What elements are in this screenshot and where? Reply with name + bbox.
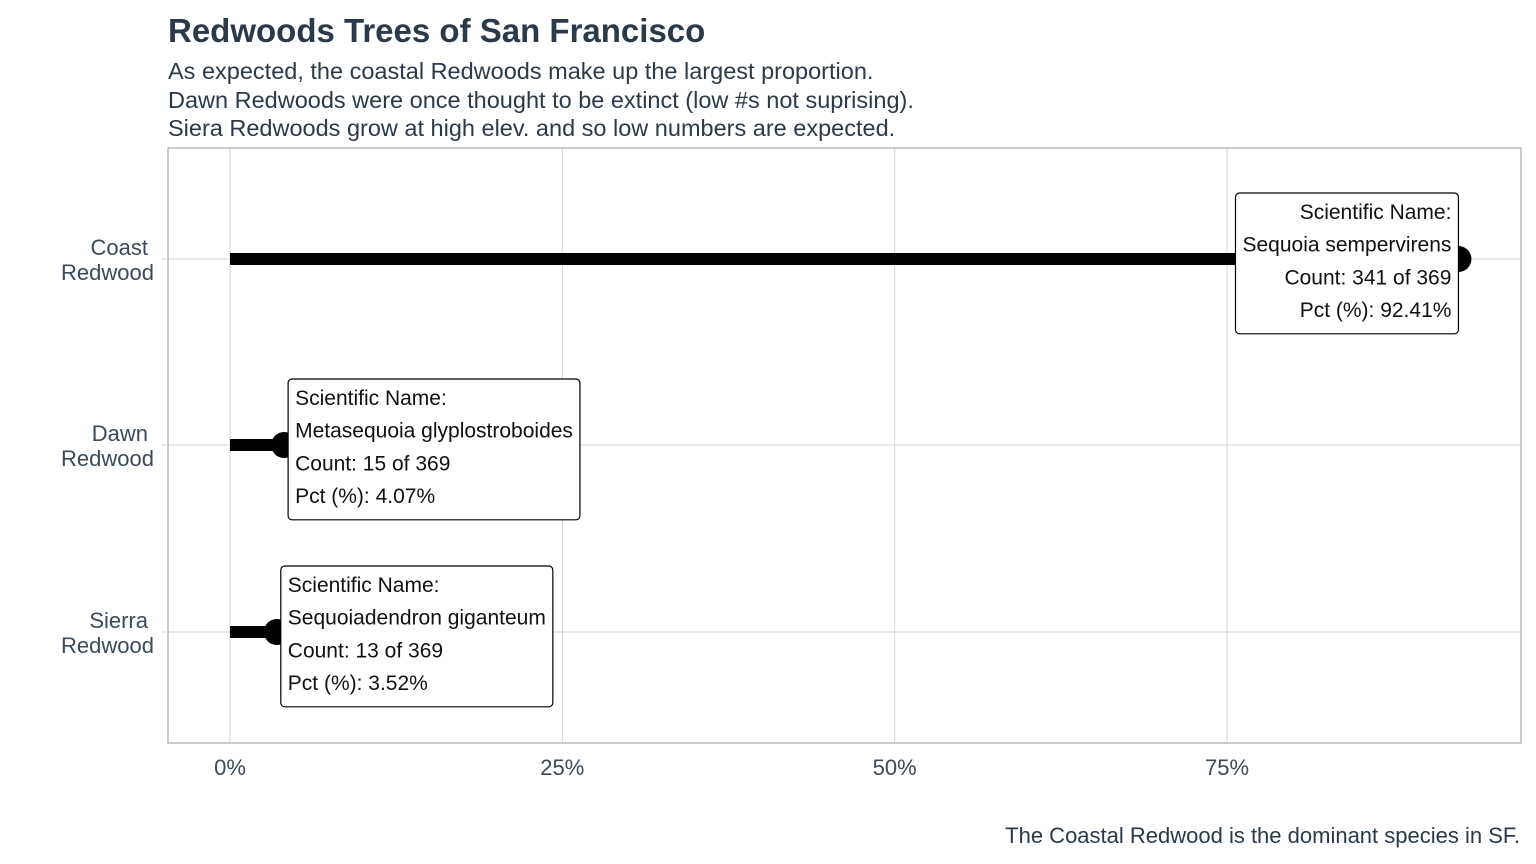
label-background	[280, 565, 554, 708]
label-line: Scientific Name:	[1300, 201, 1452, 224]
subtitle-line: As expected, the coastal Redwoods make u…	[168, 58, 874, 84]
y-tick-label: Sierra Redwood	[61, 608, 154, 658]
y-tick-label: Coast Redwood	[61, 235, 154, 285]
x-tick-label: 75%	[1205, 755, 1249, 780]
label-line: Pct (%): 3.52%	[288, 672, 428, 695]
subtitle-line: Dawn Redwoods were once thought to be ex…	[168, 86, 914, 113]
data-label-box: Scientific Name: Sequoia sempervirens Coun…	[1234, 192, 1460, 335]
label-line: Scientific Name:	[295, 387, 447, 410]
data-label-box: Scientific Name: Metasequoia glyplostrobo…	[287, 378, 581, 521]
label-line: Count: 13 of 369	[288, 639, 443, 662]
chart-caption: The Coastal Redwood is the dominant spec…	[1005, 823, 1520, 848]
chart-subtitle: As expected, the coastal Redwoods make u…	[168, 57, 914, 143]
label-line: Pct (%): 4.07%	[295, 485, 435, 508]
label-line: Metasequoia glyplostroboides	[295, 420, 573, 443]
label-background	[287, 378, 581, 521]
label-line: Sequoia sempervirens	[1242, 234, 1451, 257]
x-tick-label: 25%	[540, 755, 584, 780]
label-line: Count: 341 of 369	[1284, 266, 1451, 289]
y-tick-label: Dawn Redwood	[61, 421, 154, 471]
subtitle-line: Siera Redwoods grow at high elev. and so…	[168, 115, 896, 141]
label-line: Sequoiadendron giganteum	[288, 607, 546, 630]
data-label-box: Scientific Name: Sequoiadendron giganteum…	[280, 565, 554, 708]
chart-title: Redwoods Trees of San Francisco	[168, 12, 706, 49]
label-line: Count: 15 of 369	[295, 452, 450, 475]
label-line: Scientific Name:	[288, 574, 440, 597]
label-line: Pct (%): 92.41%	[1300, 299, 1452, 322]
label-background	[1234, 192, 1460, 335]
x-tick-label: 0%	[214, 755, 246, 780]
x-tick-label: 50%	[873, 755, 917, 780]
